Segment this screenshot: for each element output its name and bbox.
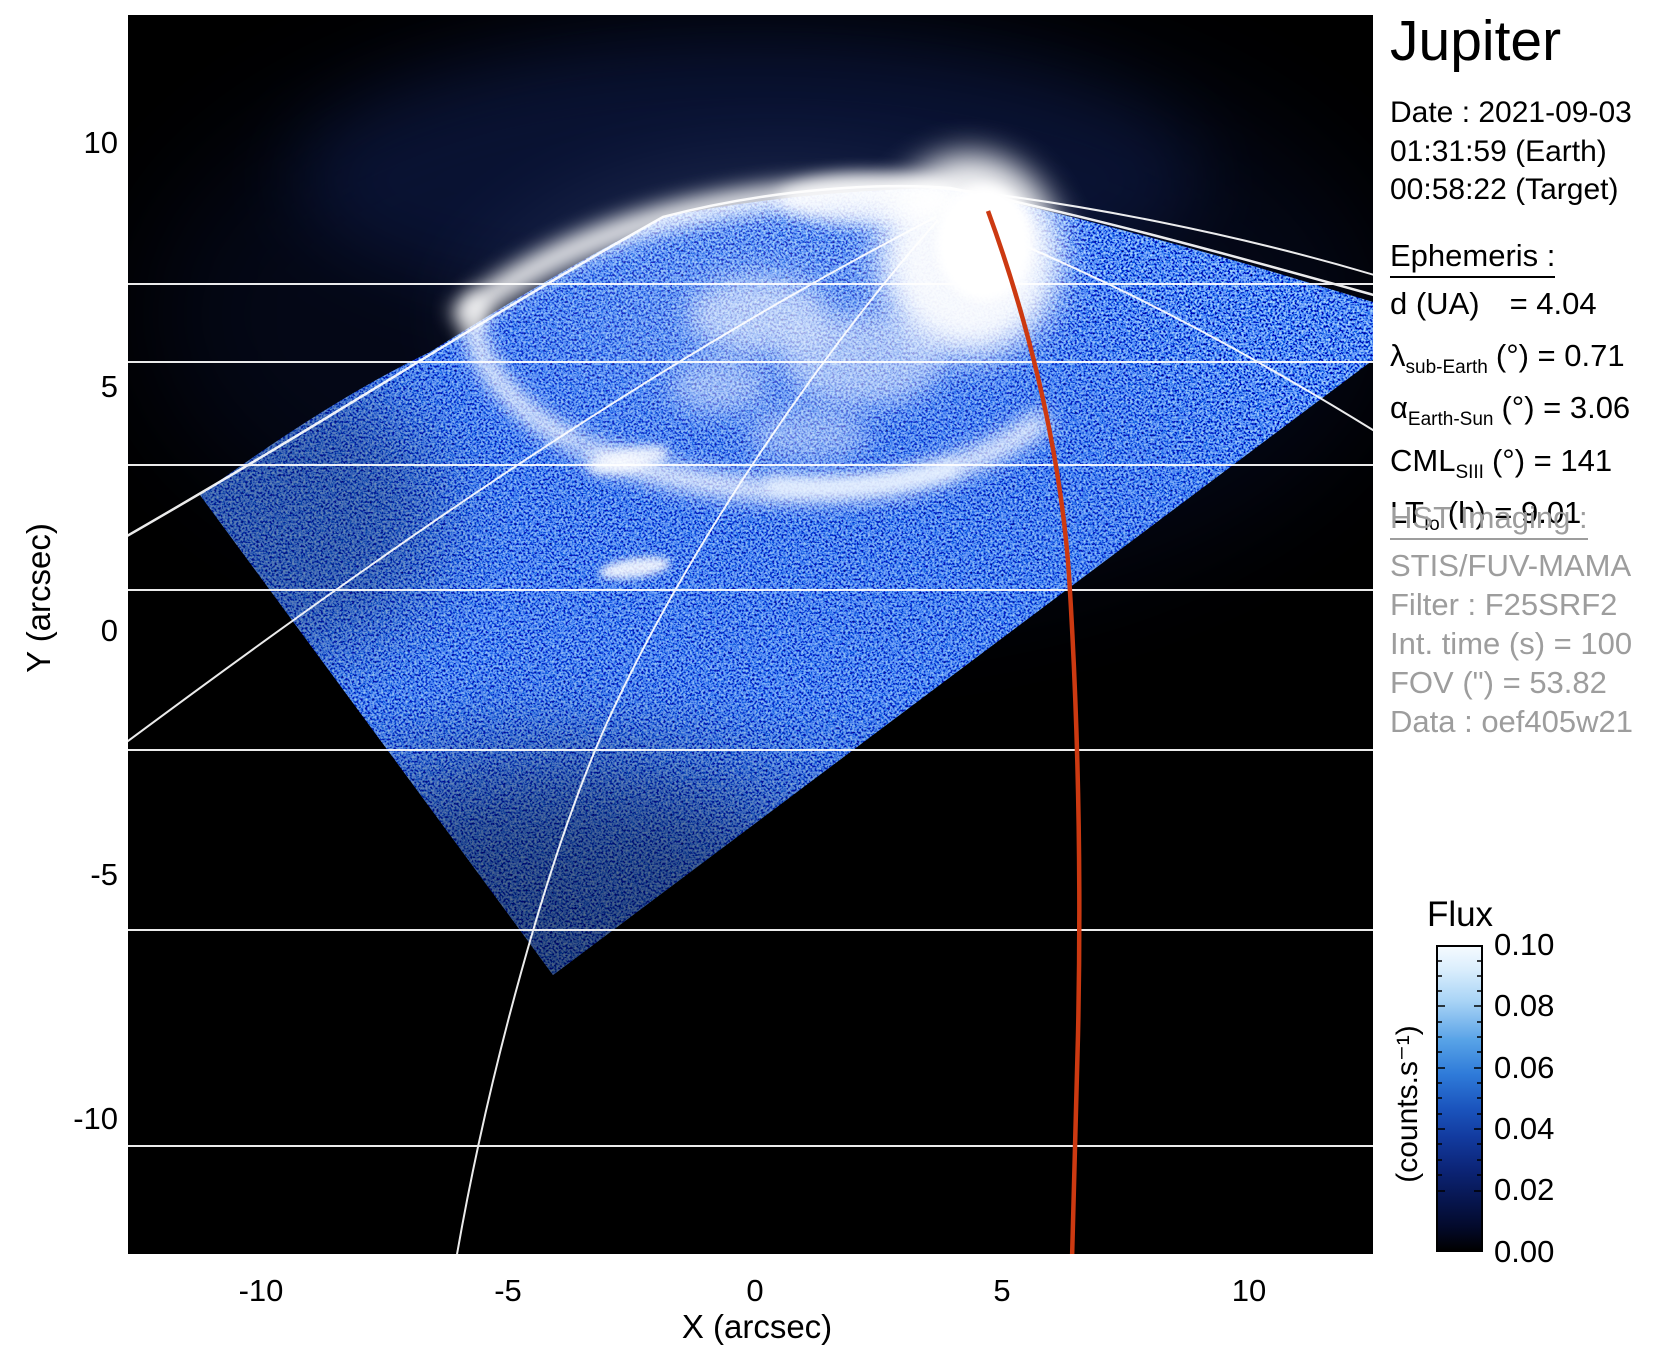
- y-axis-tick-label: 10: [83, 125, 118, 160]
- planet-limb-arc: [128, 184, 1373, 537]
- meridian-left: [128, 216, 937, 743]
- colorbar-tick-label: 0.10: [1494, 927, 1555, 962]
- meridian-down: [456, 219, 939, 1254]
- earth-time-line: 01:31:59 (Earth): [1390, 134, 1607, 168]
- integration-time-line: Int. time (s) = 100: [1390, 626, 1633, 661]
- ephemeris-row-phase-angle: αEarth-Sun (°) = 3.06: [1390, 390, 1631, 431]
- aurora-detached-streak-2: [599, 556, 671, 580]
- fov-line: FOV (") = 53.82: [1390, 665, 1607, 700]
- x-axis-tick-label: -5: [494, 1273, 522, 1308]
- target-title: Jupiter: [1390, 9, 1562, 73]
- colorbar-unit-label: (counts.s⁻¹): [1391, 1025, 1424, 1183]
- x-axis-tick-label: -10: [238, 1273, 284, 1308]
- aurora-emission: [403, 107, 1153, 580]
- colorbar-tick-label: 0.04: [1494, 1111, 1555, 1146]
- date-line: Date : 2021-09-03: [1390, 96, 1632, 129]
- y-axis-tick-label: -5: [90, 857, 118, 892]
- x-axis-tick-label: 5: [993, 1273, 1011, 1308]
- ephemeris-table: d (UA) = 4.04 λsub-Earth (°) = 0.71 αEarth…: [1390, 284, 1630, 545]
- flux-colorbar: [1436, 945, 1483, 1252]
- observation-dates: Date : 2021-09-03 01:31:59 (Earth) 00:58…: [1390, 94, 1632, 210]
- x-axis-tick-label: 10: [1231, 1273, 1267, 1308]
- hst-imaging-heading: HST Imaging :: [1390, 500, 1588, 540]
- y-axis-tick-label: 0: [100, 613, 118, 648]
- colorbar-tick-label: 0.08: [1494, 988, 1555, 1023]
- target-time-line: 00:58:22 (Target): [1390, 173, 1619, 206]
- y-axis-tick-label: -10: [73, 1101, 118, 1136]
- colorbar-ticks: [1437, 960, 1482, 1192]
- hst-imaging-details: STIS/FUV-MAMA Filter : F25SRF2 Int. time…: [1390, 546, 1633, 741]
- y-axis-title: Y (arcsec): [20, 523, 57, 673]
- x-axis-tick-label: 0: [746, 1273, 764, 1308]
- instrument-line: STIS/FUV-MAMA: [1390, 548, 1632, 583]
- aurora-main-oval-left-arc: [464, 292, 584, 453]
- image-plot-area: [128, 15, 1373, 1254]
- ephemeris-row-cml: CMLSIII (°) = 141: [1390, 442, 1613, 483]
- y-axis-tick-label: 5: [100, 369, 118, 404]
- filter-line: Filter : F25SRF2: [1390, 587, 1618, 622]
- aurora-detached-streak: [586, 445, 670, 475]
- colorbar-tick-label: 0.00: [1494, 1234, 1555, 1269]
- meridian-right: [949, 214, 1373, 432]
- colorbar-tick-label: 0.02: [1494, 1172, 1555, 1207]
- colorbar-tick-label: 0.06: [1494, 1050, 1555, 1085]
- colorbar-gradient: [1436, 945, 1483, 1252]
- ephemeris-row-distance: d (UA) = 4.04: [1390, 286, 1597, 321]
- red-meridian-track: [985, 210, 1082, 1254]
- ephemeris-row-io-localtime: LTIo (h) = 9.01: [1390, 494, 1582, 535]
- planet-graticule: [128, 184, 1373, 1254]
- ephemeris-heading: Ephemeris :: [1390, 238, 1556, 278]
- near-limb-arc: [927, 186, 1373, 276]
- x-axis-title: X (arcsec): [681, 1308, 833, 1345]
- ephemeris-row-subearth-lat: λsub-Earth (°) = 0.71: [1390, 338, 1625, 379]
- jupiter-fuv-image: [128, 15, 1373, 1254]
- colorbar-title: Flux: [1426, 895, 1494, 934]
- data-id-line: Data : oef405w21: [1390, 704, 1634, 739]
